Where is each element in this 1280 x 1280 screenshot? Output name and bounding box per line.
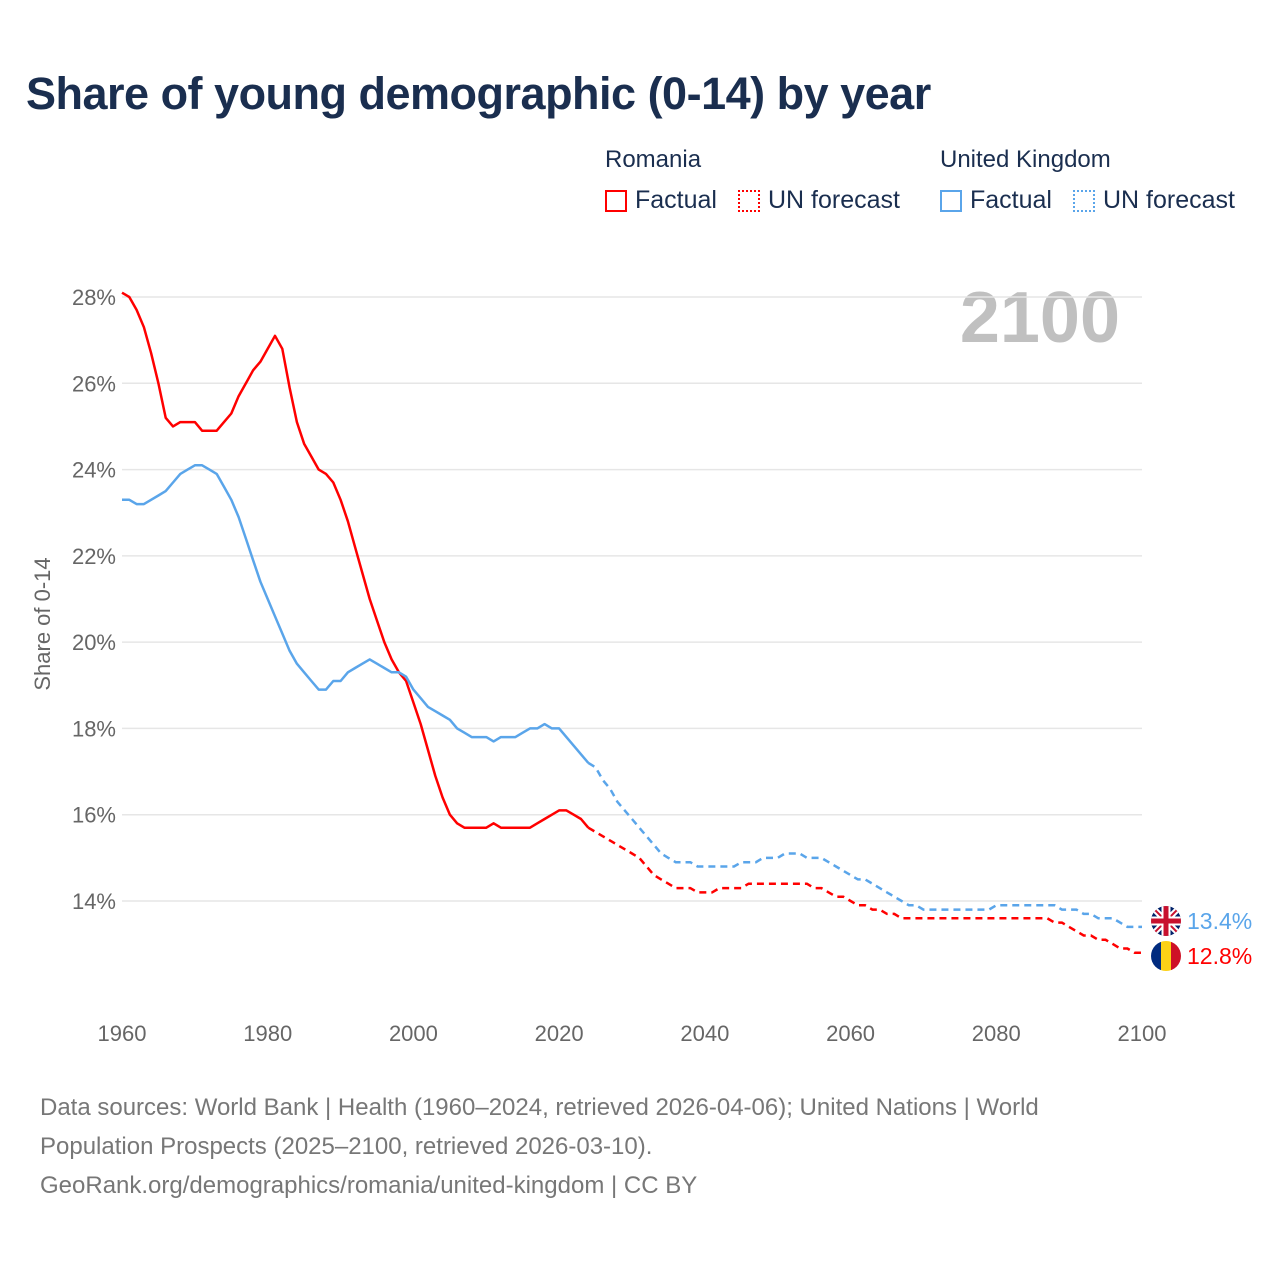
year-display: 2100 — [960, 278, 1120, 358]
x-tick-label: 1960 — [98, 1021, 147, 1046]
line-uk-factual — [122, 464, 590, 764]
end-value-label: 13.4% — [1187, 908, 1252, 934]
x-tick-label: 2080 — [972, 1021, 1021, 1046]
legend-group-uk: United Kingdom — [940, 146, 1111, 173]
x-tick-label: 1980 — [243, 1021, 292, 1046]
sources: Data sources: World Bank | Health (1960–… — [40, 1088, 1240, 1205]
legend-swatch-solid — [605, 189, 627, 212]
line-romania-forecast — [587, 826, 1142, 955]
x-tick-label: 2000 — [389, 1021, 438, 1046]
x-tick-label: 2100 — [1118, 1021, 1167, 1046]
legend-label: Factual — [970, 186, 1052, 214]
y-axis-label: Share of 0-14 — [30, 557, 55, 690]
x-tick-label: 2020 — [535, 1021, 584, 1046]
line-romania-factual — [121, 291, 590, 829]
legend-label: Factual — [635, 186, 717, 214]
y-tick-label: 24% — [72, 458, 116, 483]
source-line: Data sources: World Bank | Health (1960–… — [40, 1094, 1039, 1121]
source-line: Population Prospects (2025–2100, retriev… — [40, 1133, 653, 1160]
chart-title: Share of young demographic (0-14) by yea… — [26, 68, 931, 119]
y-tick-label: 20% — [72, 630, 116, 655]
legend-uk-forecast[interactable]: UN forecast — [1073, 186, 1235, 215]
y-tick-label: 28% — [72, 285, 116, 310]
end-value-label: 12.8% — [1187, 943, 1252, 969]
legend-swatch-solid — [940, 189, 962, 212]
y-tick-label: 26% — [72, 371, 116, 396]
plot-area: 2100 14% 16% 18% 20% 22% 24% 26% 28% 1960 1980 200… — [30, 278, 1252, 1046]
x-tick-label: 2060 — [826, 1021, 875, 1046]
x-tick-label: 2040 — [680, 1021, 729, 1046]
y-tick-label: 16% — [72, 803, 116, 828]
legend-group-romania: Romania — [605, 146, 702, 173]
y-tick-label: 22% — [72, 544, 116, 569]
legend-label: UN forecast — [1103, 186, 1235, 214]
legend-uk-factual[interactable]: Factual — [940, 186, 1052, 215]
y-tick-label: 18% — [72, 716, 116, 741]
legend-swatch-dotted — [1073, 189, 1095, 212]
legend-romania-factual[interactable]: Factual — [605, 186, 717, 215]
legend-romania-forecast[interactable]: UN forecast — [738, 186, 900, 215]
uk-flag-icon — [1151, 906, 1181, 936]
line-uk-forecast — [587, 761, 1142, 929]
y-tick-label: 14% — [72, 889, 116, 914]
romania-flag-icon — [1151, 941, 1181, 971]
legend-label: UN forecast — [768, 186, 900, 214]
legend-swatch-dotted — [738, 189, 760, 212]
source-link[interactable]: GeoRank.org/demographics/romania/united-… — [40, 1172, 698, 1199]
